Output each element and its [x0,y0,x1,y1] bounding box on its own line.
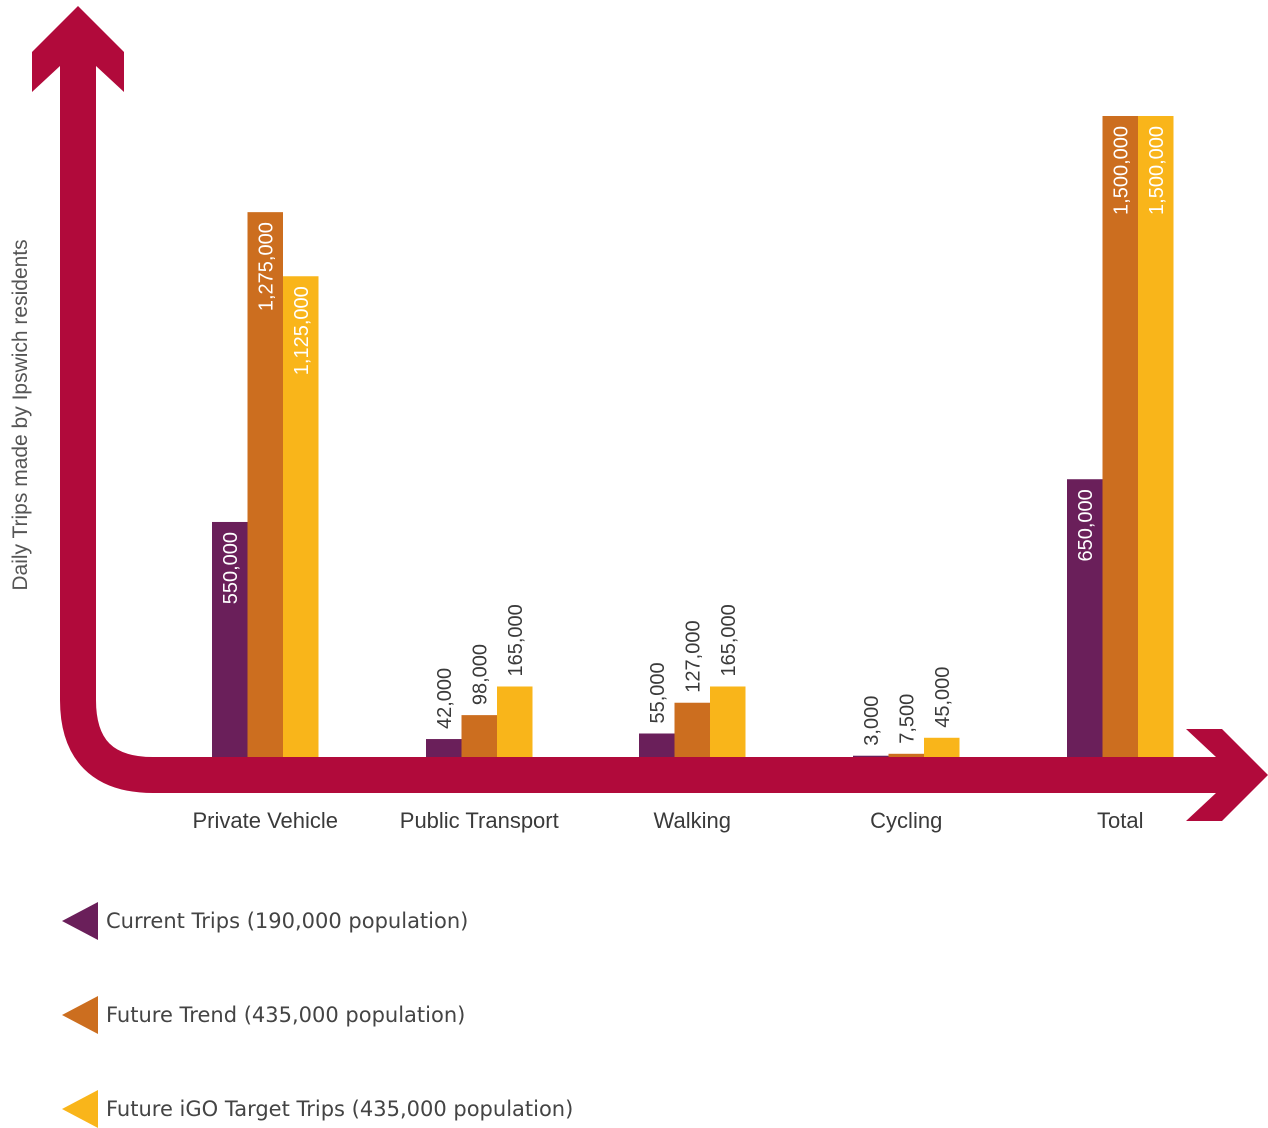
legend-marker-current [62,902,98,940]
bar-2-2 [710,686,746,757]
bar-value-label-0-2: 1,125,000 [291,286,313,375]
axis-arrows [32,6,1268,821]
bar-value-label-2-2: 165,000 [718,604,740,676]
legend-label-future-trend: Future Trend (435,000 population) [106,1003,466,1027]
bar-4-0 [1067,479,1103,757]
bar-0-1 [247,212,283,757]
bar-value-label-4-2: 1,500,000 [1146,126,1168,215]
bar-value-label-1-2: 165,000 [505,604,527,676]
bar-3-1 [888,753,924,757]
legend-item-future-trend: Future Trend (435,000 population) [62,996,465,1034]
bar-value-label-2-1: 127,000 [682,620,704,692]
bar-value-label-0-0: 550,000 [220,532,242,604]
category-label-0: Private Vehicle [192,808,338,833]
bar-value-label-1-1: 98,000 [469,644,491,705]
bar-3-2 [924,737,960,757]
legend-label-igo-target: Future iGO Target Trips (435,000 populat… [106,1097,574,1121]
legend-item-current: Current Trips (190,000 population) [62,902,468,940]
bar-1-2 [497,686,533,757]
bar-4-1 [1102,116,1138,757]
category-labels-group: Private Vehicle Public Transport Walking Cy… [192,808,1143,833]
bar-1-0 [426,739,462,757]
y-axis-label: Daily Trips made by Ipswich residents [9,239,32,590]
bar-0-2 [283,276,319,757]
bar-value-label-3-0: 3,000 [861,696,883,746]
bars-group [212,116,1174,757]
bar-value-label-3-2: 45,000 [932,667,954,728]
legend-item-igo-target: Future iGO Target Trips (435,000 populat… [62,1090,573,1128]
bar-2-1 [674,702,710,757]
bar-value-label-3-1: 7,500 [896,694,918,744]
bar-chart: Daily Trips made by Ipswich residents 55… [9,6,1268,833]
category-label-1: Public Transport [400,808,559,833]
bar-value-label-2-0: 55,000 [647,662,669,723]
bar-value-label-1-0: 42,000 [434,668,456,729]
category-label-4: Total [1097,808,1143,833]
y-axis-arrow-head [32,6,124,118]
bar-value-label-0-1: 1,275,000 [255,222,277,311]
category-label-3: Cycling [870,808,942,833]
legend-marker-future-trend [62,996,98,1034]
legend-marker-igo-target [62,1090,98,1128]
bar-value-label-4-1: 1,500,000 [1110,126,1132,215]
bar-0-0 [212,521,248,757]
y-axis-arrow-shaft [60,55,1205,793]
bar-2-0 [639,733,675,757]
bar-value-label-4-0: 650,000 [1075,489,1097,561]
x-axis-arrow-head [1180,729,1268,821]
category-label-2: Walking [654,808,731,833]
bar-1-1 [461,715,497,757]
bar-3-0 [853,755,889,757]
bar-labels-group: 550,000 1,275,000 1,125,000 42,000 98,000 165… [220,126,1168,746]
bar-4-2 [1138,116,1174,757]
legend-label-current: Current Trips (190,000 population) [106,909,469,933]
